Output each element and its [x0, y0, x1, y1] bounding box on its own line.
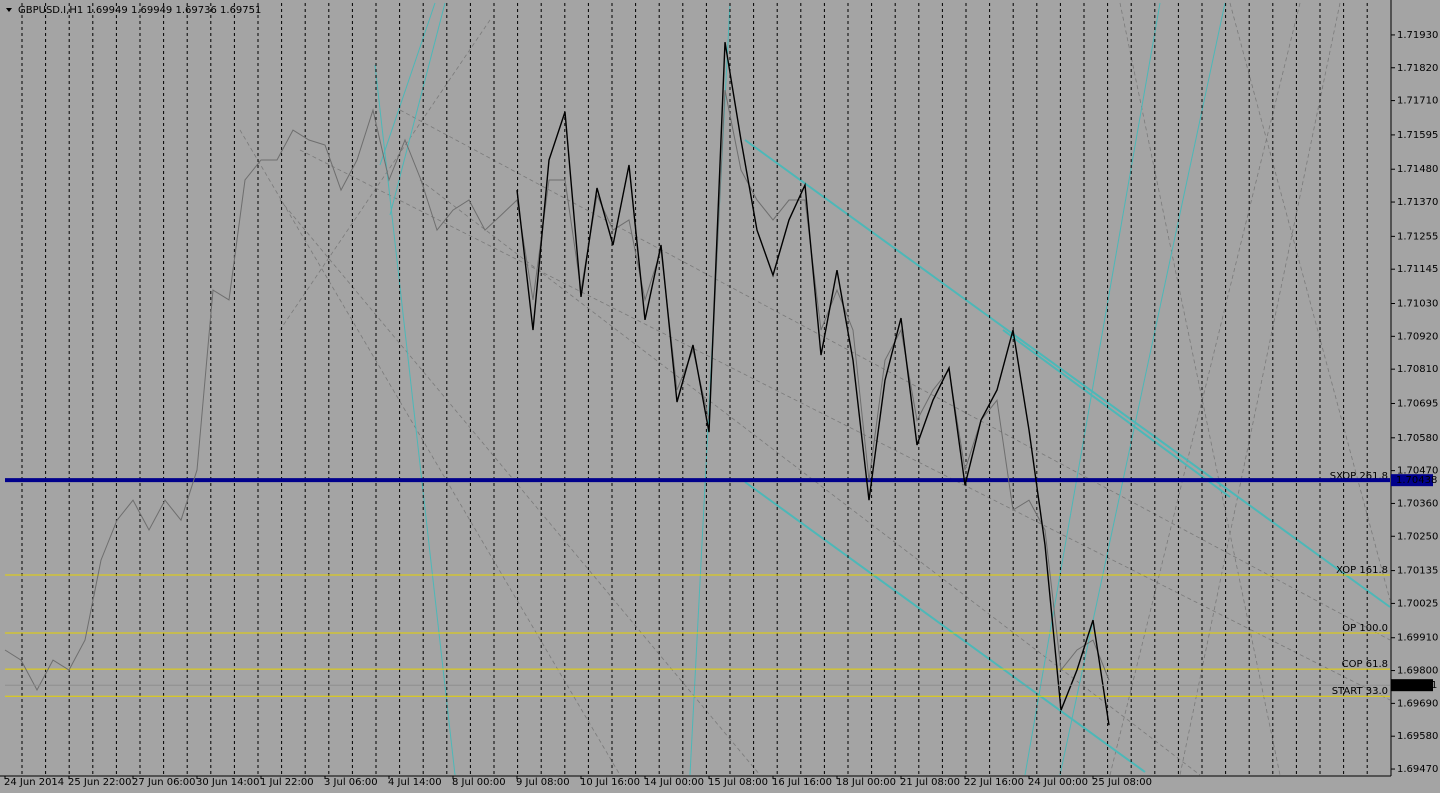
diagonal [299, 149, 1391, 701]
level-label: OP 100.0 [1342, 623, 1388, 634]
level-label: SXOP 261.8 [1330, 471, 1388, 482]
price-tag [1391, 474, 1433, 487]
level-label: START 33.0 [1332, 686, 1388, 697]
x-tick-label: 14 Jul 00:00 [644, 777, 704, 788]
diagonal [1119, 2, 1281, 776]
trend-line [379, 2, 436, 166]
x-tick-label: 21 Jul 08:00 [900, 777, 960, 788]
y-tick-label: 1.71820 [1397, 63, 1438, 74]
diagonal [239, 129, 621, 776]
x-tick-label: 16 Jul 16:00 [772, 777, 832, 788]
close: 1.69751 [220, 5, 261, 16]
x-tick-label: 8 Jul 00:00 [452, 777, 506, 788]
plot: SXOP 261.8 XOP 161.8 OP 100.0 COP 61.8 START… [4, 3, 1390, 775]
y-tick-label: 1.71255 [1397, 231, 1438, 242]
y-tick-label: 1.71930 [1397, 30, 1438, 41]
x-tick-label: 9 Jul 08:00 [516, 777, 570, 788]
y-tick-label: 1.71145 [1397, 264, 1438, 275]
price-tag-label: 1.70438 [1396, 475, 1437, 486]
y-tick-label: 1.70360 [1397, 498, 1438, 509]
channel [744, 139, 1391, 773]
y-tick-label: 1.69690 [1397, 698, 1438, 709]
diagonal [1229, 2, 1391, 601]
channel-line [744, 139, 1391, 608]
trend-line [374, 64, 456, 776]
diagonal [279, 199, 761, 776]
y-tick-label: 1.70810 [1397, 364, 1438, 375]
x-tick-label: 25 Jul 08:00 [1092, 777, 1152, 788]
y-tick-label: 1.69800 [1397, 666, 1438, 677]
menu-arrow[interactable] [6, 8, 12, 12]
open: 1.69949 [86, 5, 127, 16]
y-tick-label: 1.69910 [1397, 633, 1438, 644]
x-tick-label: 25 Jun 22:00 [68, 777, 132, 788]
y-tick-label: 1.70580 [1397, 433, 1438, 444]
y-tick-label: 1.70250 [1397, 531, 1438, 542]
x-tick-label: 1 Jul 22:00 [260, 777, 314, 788]
y-tick-label: 1.71595 [1397, 130, 1438, 141]
y-tick-label: 1.71370 [1397, 197, 1438, 208]
zigzag-line [516, 41, 1110, 726]
channel-line [1002, 329, 1231, 498]
x-tick-label: 4 Jul 14:00 [388, 777, 442, 788]
diagonal [419, 179, 1201, 776]
y-tick-label: 1.71030 [1397, 299, 1438, 310]
x-tick-label: 30 Jun 14:00 [196, 777, 260, 788]
price-tag [1391, 679, 1433, 692]
trend-line [1024, 2, 1161, 776]
price-tag-label: 1.69751 [1396, 680, 1437, 691]
x-tick-label: 10 Jul 16:00 [580, 777, 640, 788]
level-label: XOP 161.8 [1336, 565, 1388, 576]
y-tick-label: 1.71710 [1397, 96, 1438, 107]
high: 1.69949 [131, 5, 172, 16]
y-tick-label: 1.69580 [1397, 731, 1438, 742]
diagonal [1179, 2, 1341, 776]
y-tick-label: 1.70695 [1397, 398, 1438, 409]
y-tick-label: 1.70025 [1397, 598, 1438, 609]
header-text: GBPUSD.I,H1 1.69949 1.69949 1.69736 1.69… [18, 5, 261, 16]
low: 1.69736 [175, 5, 216, 16]
x-tick-label: 15 Jul 08:00 [708, 777, 768, 788]
x-tick-label: 24 Jul 00:00 [1028, 777, 1088, 788]
x-tick-label: 27 Jun 06:00 [132, 777, 196, 788]
y-tick-label: 1.71480 [1397, 164, 1438, 175]
y-tick-label: 1.70135 [1397, 566, 1438, 577]
symbol: GBPUSD.I,H1 [18, 5, 83, 16]
price-line [4, 90, 1110, 692]
y-tick-label: 1.70920 [1397, 331, 1438, 342]
x-tick-label: 24 Jun 2014 [4, 777, 64, 788]
trend-line [1059, 2, 1226, 776]
y-tick-label: 1.69470 [1397, 764, 1438, 775]
x-tick-label: 3 Jul 06:00 [324, 777, 378, 788]
y-tick-label: 1.70470 [1397, 466, 1438, 477]
x-tick-label: 18 Jul 00:00 [836, 777, 896, 788]
x-tick-label: 22 Jul 16:00 [964, 777, 1024, 788]
level-label: COP 61.8 [1342, 659, 1388, 670]
header: GBPUSD.I,H1 1.69949 1.69949 1.69736 1.69… [6, 5, 261, 16]
channel-line [744, 481, 1146, 773]
